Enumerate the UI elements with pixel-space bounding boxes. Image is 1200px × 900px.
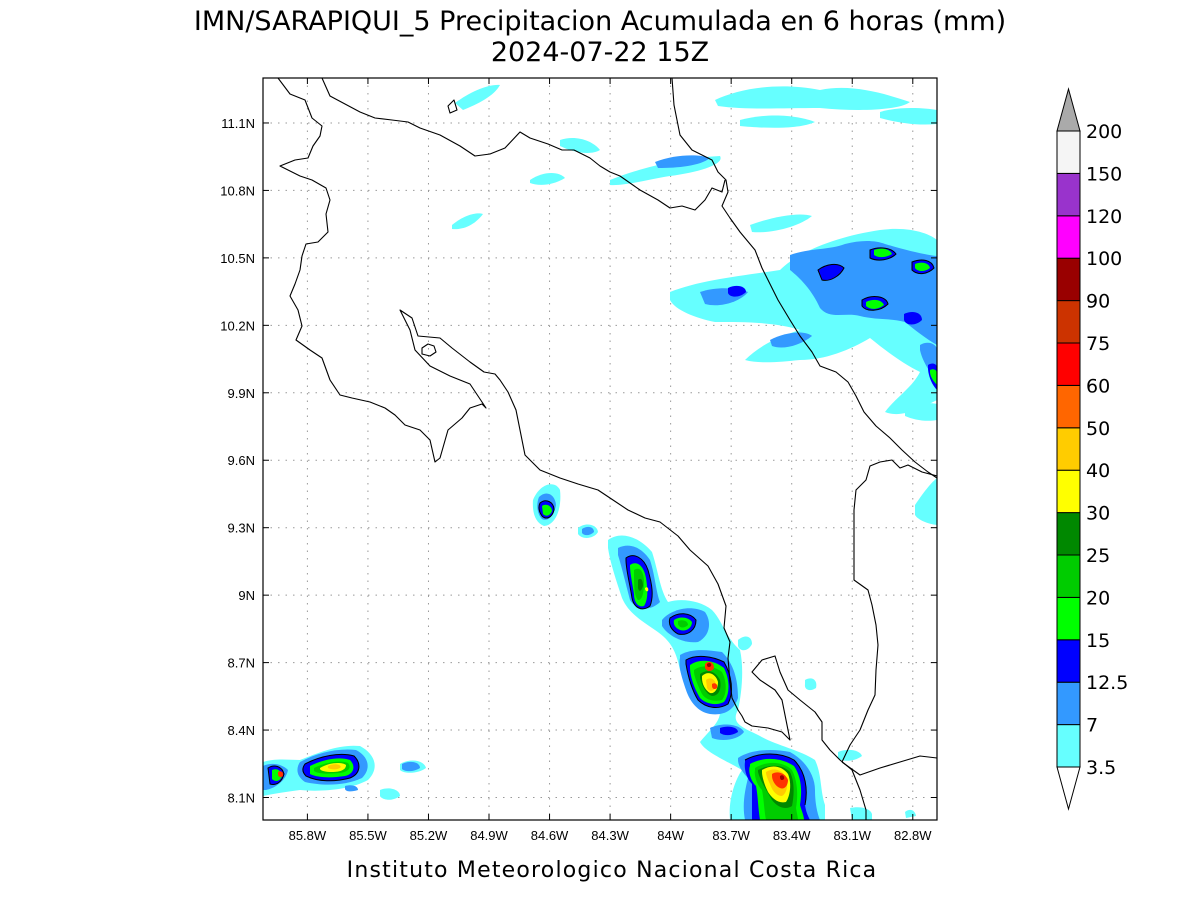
colorbar-swatch (1056, 639, 1081, 683)
colorbar-swatch (1056, 215, 1081, 259)
lat-tick-label: 8.7N (228, 656, 255, 671)
colorbar-swatch (1056, 554, 1081, 598)
colorbar-label: 40 (1086, 460, 1110, 482)
colorbar-lower-arrow (1056, 766, 1081, 811)
lat-tick-label: 9.9N (228, 386, 255, 401)
panama-border (841, 459, 937, 763)
colorbar-label: 20 (1086, 587, 1110, 609)
lon-tick-label: 84.3W (591, 828, 629, 843)
coastlines-borders (277, 78, 937, 820)
lat-tick-label: 10.8N (220, 183, 255, 198)
map-axes: 85.8W 85.5W 85.2W 84.9W 84.6W 84.3W 84W 83.7W 83… (220, 78, 937, 843)
panama-coast-south (841, 755, 937, 776)
colorbar-label: 15 (1086, 630, 1110, 652)
caribbean-coast (671, 78, 937, 479)
lon-tick-label: 83.1W (833, 828, 871, 843)
lat-tick-label: 10.5N (220, 251, 255, 266)
lat-tick-label: 11.1N (221, 116, 255, 131)
colorbar-label: 90 (1086, 291, 1110, 313)
colorbar-label: 50 (1086, 418, 1110, 440)
lat-tick-label: 8.4N (228, 723, 255, 738)
colorbar-label: 7 (1086, 715, 1098, 737)
lon-tick-label: 84.6W (531, 828, 569, 843)
colorbar-swatch (1056, 427, 1081, 471)
colorbar-swatch (1056, 172, 1081, 217)
lon-tick-label: 82.8W (894, 828, 932, 843)
ometepe-island (447, 99, 458, 114)
colorbar-swatch (1056, 342, 1081, 386)
map-title: IMN/SARAPIQUI_5 Precipitacion Acumulada … (194, 6, 1006, 37)
colorbar-swatch (1056, 300, 1081, 344)
lat-tick-label: 8.1N (228, 791, 255, 806)
colorbar-label: 150 (1086, 163, 1122, 185)
map-frame (262, 77, 938, 821)
precip-level-90 (707, 662, 785, 781)
colorbar-label: 12.5 (1086, 672, 1128, 694)
colorbar-label: 75 (1086, 333, 1110, 355)
colorbar-label: 200 (1086, 121, 1122, 143)
map-background (263, 78, 937, 820)
map-subtitle-date: 2024-07-22 15Z (491, 37, 709, 68)
lat-tick-label: 9.6N (228, 453, 255, 468)
colorbar: 3.5 7 12.5 15 20 25 30 40 50 60 75 90 100 120 150 200 (1056, 87, 1128, 811)
lon-tick-label: 85.5W (349, 828, 387, 843)
lat-tick-label: 9N (238, 588, 255, 603)
lat-tick-label: 9.3N (228, 521, 255, 536)
precip-contours (267, 247, 935, 806)
colorbar-swatch (1056, 384, 1081, 429)
colorbar-swatch (1056, 596, 1081, 641)
lon-tick-label: 85.8W (289, 828, 327, 843)
colorbar-swatch (1056, 512, 1081, 556)
lake-nicaragua-shore (321, 78, 726, 211)
colorbar-label: 120 (1086, 206, 1122, 228)
small-island (421, 343, 437, 357)
colorbar-label: 25 (1086, 545, 1110, 567)
colorbar-swatch (1056, 257, 1081, 302)
lon-tick-label: 84W (657, 828, 684, 843)
colorbar-label: 3.5 (1086, 757, 1116, 779)
lon-tick-label: 84.9W (470, 828, 508, 843)
colorbar-label: 60 (1086, 375, 1110, 397)
lon-tick-label: 85.2W (410, 828, 448, 843)
lon-tick-label: 83.7W (712, 828, 750, 843)
colorbar-swatch (1056, 469, 1081, 514)
colorbar-swatch (1056, 724, 1081, 768)
pacific-coast-north (277, 78, 867, 820)
lon-tick-label: 83.4W (773, 828, 811, 843)
colorbar-upper-arrow (1056, 87, 1081, 132)
precipitation-field (263, 84, 937, 820)
lat-tick-label: 10.2N (220, 318, 255, 333)
colorbar-swatch (1056, 130, 1081, 174)
colorbar-label: 30 (1086, 503, 1110, 525)
footer-credit: Instituto Meteorologico Nacional Costa R… (347, 858, 878, 883)
colorbar-label: 100 (1086, 248, 1122, 270)
colorbar-swatch (1056, 681, 1081, 726)
